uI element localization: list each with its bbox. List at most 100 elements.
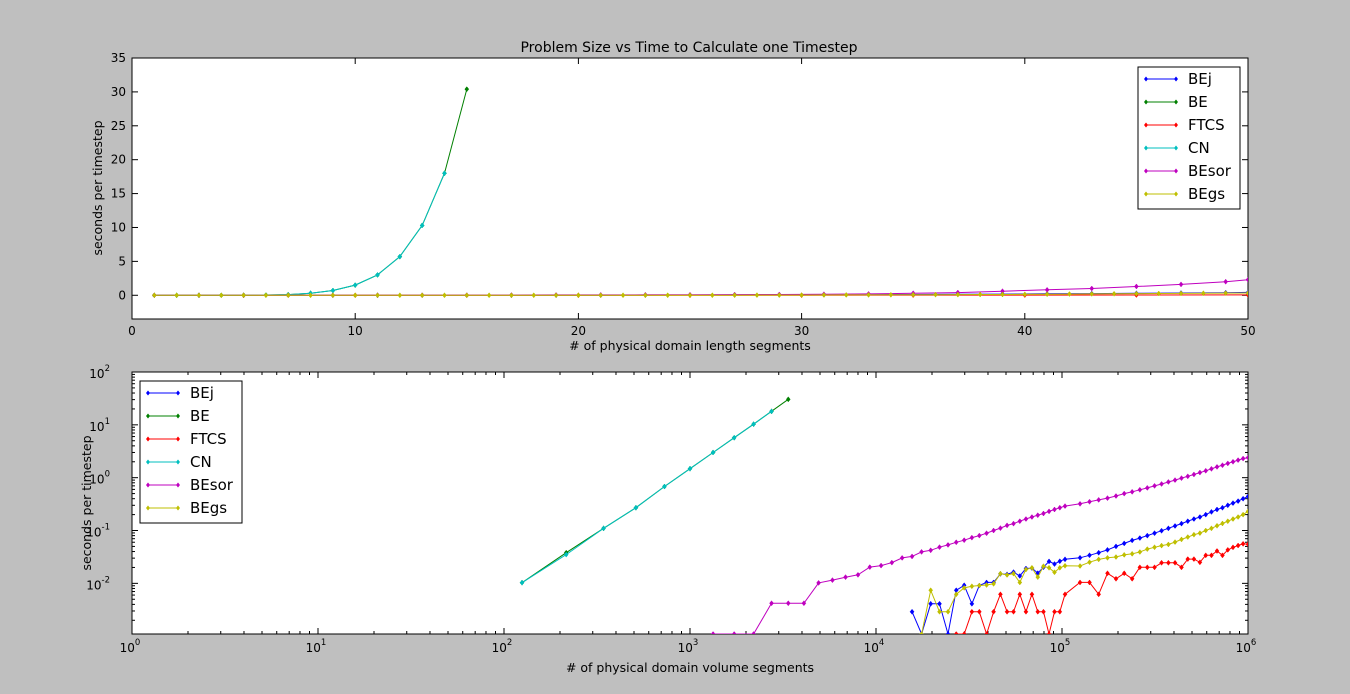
legend-marker — [1174, 122, 1178, 128]
data-point — [1178, 290, 1184, 297]
legend-frame — [1137, 66, 1241, 210]
data-point — [1209, 525, 1214, 532]
data-point — [1235, 457, 1241, 464]
legend-label: CN — [1188, 139, 1210, 157]
data-point — [866, 291, 871, 298]
data-point — [1129, 575, 1135, 582]
data-point — [1011, 608, 1016, 615]
data-point — [785, 396, 791, 403]
data-point — [196, 292, 202, 299]
data-point — [1144, 485, 1150, 491]
data-point — [1144, 564, 1150, 571]
data-point — [1209, 509, 1214, 515]
legend-label: BEgs — [190, 499, 227, 517]
data-point — [961, 585, 967, 591]
data-point — [519, 579, 525, 586]
legend-marker — [176, 413, 180, 419]
y-tick-label: 10 — [111, 220, 126, 234]
data-point — [953, 631, 959, 634]
data-point — [1214, 548, 1220, 554]
data-point — [1017, 573, 1023, 579]
data-point — [1044, 291, 1050, 298]
data-point — [397, 253, 403, 260]
data-point — [1096, 591, 1102, 598]
data-point — [955, 291, 961, 298]
data-point — [1214, 522, 1220, 529]
data-point — [1230, 544, 1236, 551]
data-point — [1245, 454, 1248, 461]
data-point — [1197, 469, 1203, 476]
data-point — [1225, 546, 1231, 553]
x-tick-label: 101 — [306, 638, 327, 655]
data-point — [1245, 276, 1248, 283]
data-point — [1172, 539, 1178, 545]
data-point — [563, 551, 569, 558]
data-point — [1137, 486, 1143, 493]
series-besor — [710, 454, 1248, 634]
data-point — [643, 292, 648, 299]
data-point — [1152, 564, 1157, 571]
data-point — [937, 600, 942, 607]
data-point — [769, 600, 774, 607]
data-point — [1235, 498, 1241, 505]
data-point — [1137, 549, 1143, 555]
data-point — [1230, 516, 1236, 522]
data-point — [1137, 535, 1143, 541]
series-line — [154, 292, 1248, 296]
data-point — [1185, 473, 1191, 480]
y-tick-label: 5 — [118, 254, 126, 268]
data-point — [1046, 558, 1052, 565]
data-point — [1096, 549, 1102, 556]
data-point — [1046, 564, 1052, 571]
y-tick-label: 25 — [111, 119, 126, 133]
data-point — [1105, 546, 1110, 553]
data-point — [1240, 495, 1246, 502]
data-point — [1152, 482, 1157, 489]
legend-marker — [146, 482, 150, 488]
data-point — [687, 465, 693, 472]
series-ftcs — [953, 540, 1248, 634]
data-point — [1159, 527, 1164, 534]
data-point — [1121, 490, 1127, 497]
data-point — [1105, 554, 1110, 561]
data-point — [241, 292, 246, 299]
data-point — [1179, 520, 1184, 527]
data-point — [1137, 564, 1143, 571]
axis-ticks: 0 10 20 30 40 50 0 5 10 15 20 25 30 35 — [111, 51, 1256, 338]
legend-label: BEj — [190, 384, 214, 402]
data-point — [953, 539, 959, 546]
data-point — [1121, 551, 1127, 558]
data-point — [1159, 559, 1164, 566]
data-point — [1029, 564, 1035, 571]
legend-marker — [176, 482, 180, 488]
y-tick-label: 35 — [111, 51, 126, 65]
data-point — [1062, 591, 1068, 598]
data-point — [151, 292, 157, 299]
data-point — [509, 292, 514, 299]
legend-entry: CN — [1144, 139, 1210, 157]
data-point — [1129, 488, 1135, 495]
data-point — [1129, 550, 1135, 557]
data-point — [910, 291, 916, 298]
data-point — [486, 292, 492, 299]
x-tick-label: 106 — [1236, 638, 1257, 655]
data-point — [1057, 558, 1063, 565]
legend-marker — [146, 459, 150, 465]
data-point — [977, 608, 982, 615]
data-point — [1023, 608, 1029, 615]
data-point — [1166, 559, 1171, 566]
data-point — [1087, 559, 1092, 566]
y-tick-label: 101 — [89, 417, 110, 434]
data-point — [1052, 561, 1057, 567]
data-point — [928, 600, 934, 607]
data-point — [998, 570, 1003, 577]
legend-marker — [146, 436, 150, 442]
data-point — [1203, 527, 1209, 534]
series-cn — [519, 408, 774, 586]
data-point — [998, 591, 1003, 598]
data-point — [1179, 536, 1184, 543]
data-point — [732, 292, 737, 299]
data-point — [731, 434, 737, 441]
data-point — [1245, 541, 1248, 548]
data-point — [1004, 522, 1010, 529]
